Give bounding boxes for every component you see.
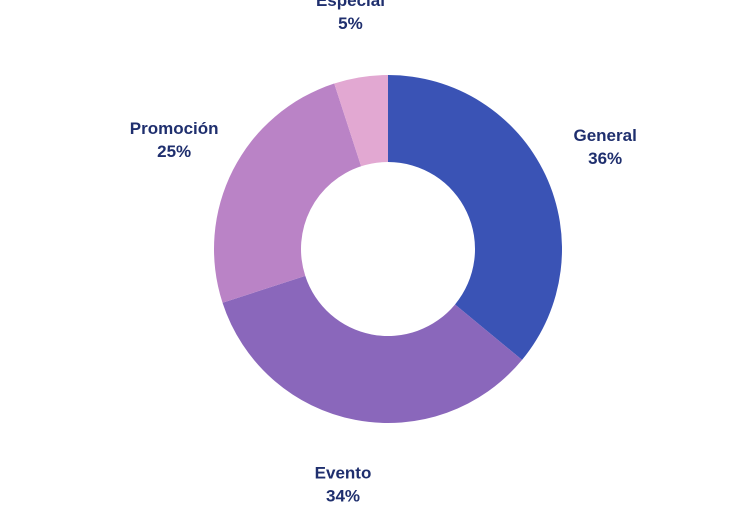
labels-layer: General 36% Evento 34% Promoción 25% Especial 5… — [130, 0, 637, 506]
slice-promocion — [214, 83, 362, 303]
slice-percent-especial: 5% — [338, 14, 363, 33]
slice-label-especial: Especial — [316, 0, 385, 10]
slice-general — [388, 75, 562, 360]
slice-especial — [334, 75, 388, 167]
slice-label-evento: Evento — [315, 464, 372, 483]
slice-percent-general: 36% — [588, 149, 622, 168]
slice-percent-evento: 34% — [326, 487, 360, 506]
slices-layer — [214, 75, 562, 423]
slice-evento — [222, 275, 523, 423]
slice-percent-promocion: 25% — [157, 142, 191, 161]
slice-label-promocion: Promoción — [130, 119, 219, 138]
slice-label-general: General — [574, 126, 637, 145]
